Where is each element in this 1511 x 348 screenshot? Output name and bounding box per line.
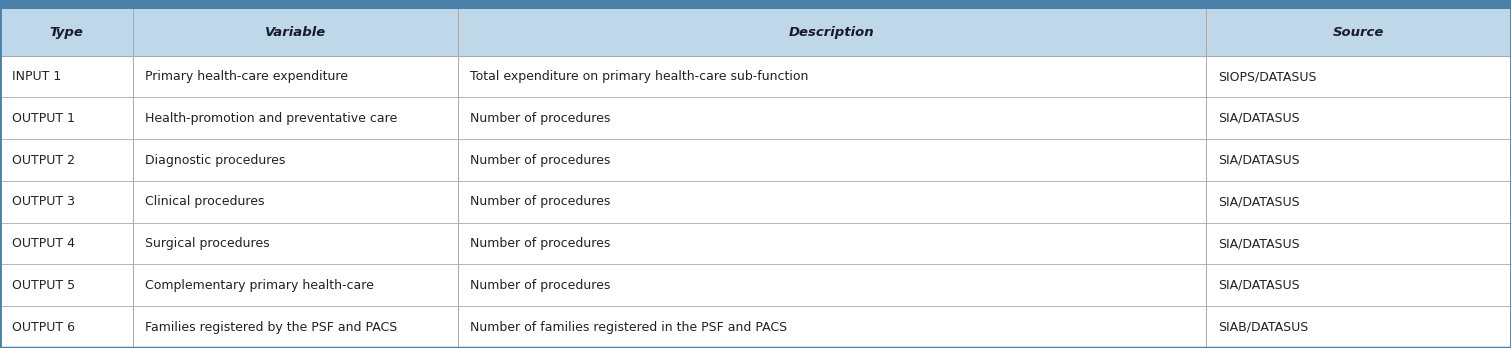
Bar — [0, 56, 1511, 97]
Text: Variable: Variable — [264, 26, 326, 39]
Text: Type: Type — [50, 26, 83, 39]
Text: Primary health-care expenditure: Primary health-care expenditure — [145, 70, 348, 83]
Bar — [0, 9, 1511, 56]
Text: OUTPUT 5: OUTPUT 5 — [12, 279, 76, 292]
Text: Number of procedures: Number of procedures — [470, 112, 610, 125]
Text: SIA/DATASUS: SIA/DATASUS — [1218, 153, 1299, 167]
Text: OUTPUT 4: OUTPUT 4 — [12, 237, 76, 250]
Text: Surgical procedures: Surgical procedures — [145, 237, 269, 250]
Text: Number of procedures: Number of procedures — [470, 279, 610, 292]
Bar — [0, 0, 1511, 9]
Text: Clinical procedures: Clinical procedures — [145, 195, 264, 208]
Bar — [0, 306, 1511, 348]
Text: Number of procedures: Number of procedures — [470, 153, 610, 167]
Text: Health-promotion and preventative care: Health-promotion and preventative care — [145, 112, 397, 125]
Bar — [0, 139, 1511, 181]
Text: Diagnostic procedures: Diagnostic procedures — [145, 153, 286, 167]
Text: Families registered by the PSF and PACS: Families registered by the PSF and PACS — [145, 321, 397, 334]
Text: SIAB/DATASUS: SIAB/DATASUS — [1218, 321, 1309, 334]
Text: SIA/DATASUS: SIA/DATASUS — [1218, 195, 1299, 208]
Text: OUTPUT 1: OUTPUT 1 — [12, 112, 76, 125]
Text: SIA/DATASUS: SIA/DATASUS — [1218, 279, 1299, 292]
Text: Complementary primary health-care: Complementary primary health-care — [145, 279, 373, 292]
Bar — [0, 223, 1511, 264]
Text: Total expenditure on primary health-care sub-function: Total expenditure on primary health-care… — [470, 70, 808, 83]
Bar — [0, 181, 1511, 223]
Bar — [0, 97, 1511, 139]
Text: OUTPUT 3: OUTPUT 3 — [12, 195, 76, 208]
Text: INPUT 1: INPUT 1 — [12, 70, 62, 83]
Bar — [0, 264, 1511, 306]
Text: OUTPUT 6: OUTPUT 6 — [12, 321, 76, 334]
Text: SIA/DATASUS: SIA/DATASUS — [1218, 112, 1299, 125]
Text: SIA/DATASUS: SIA/DATASUS — [1218, 237, 1299, 250]
Text: Number of procedures: Number of procedures — [470, 237, 610, 250]
Text: Description: Description — [789, 26, 875, 39]
Text: OUTPUT 2: OUTPUT 2 — [12, 153, 76, 167]
Text: Number of families registered in the PSF and PACS: Number of families registered in the PSF… — [470, 321, 787, 334]
Text: Number of procedures: Number of procedures — [470, 195, 610, 208]
Text: Source: Source — [1333, 26, 1384, 39]
Text: SIOPS/DATASUS: SIOPS/DATASUS — [1218, 70, 1316, 83]
